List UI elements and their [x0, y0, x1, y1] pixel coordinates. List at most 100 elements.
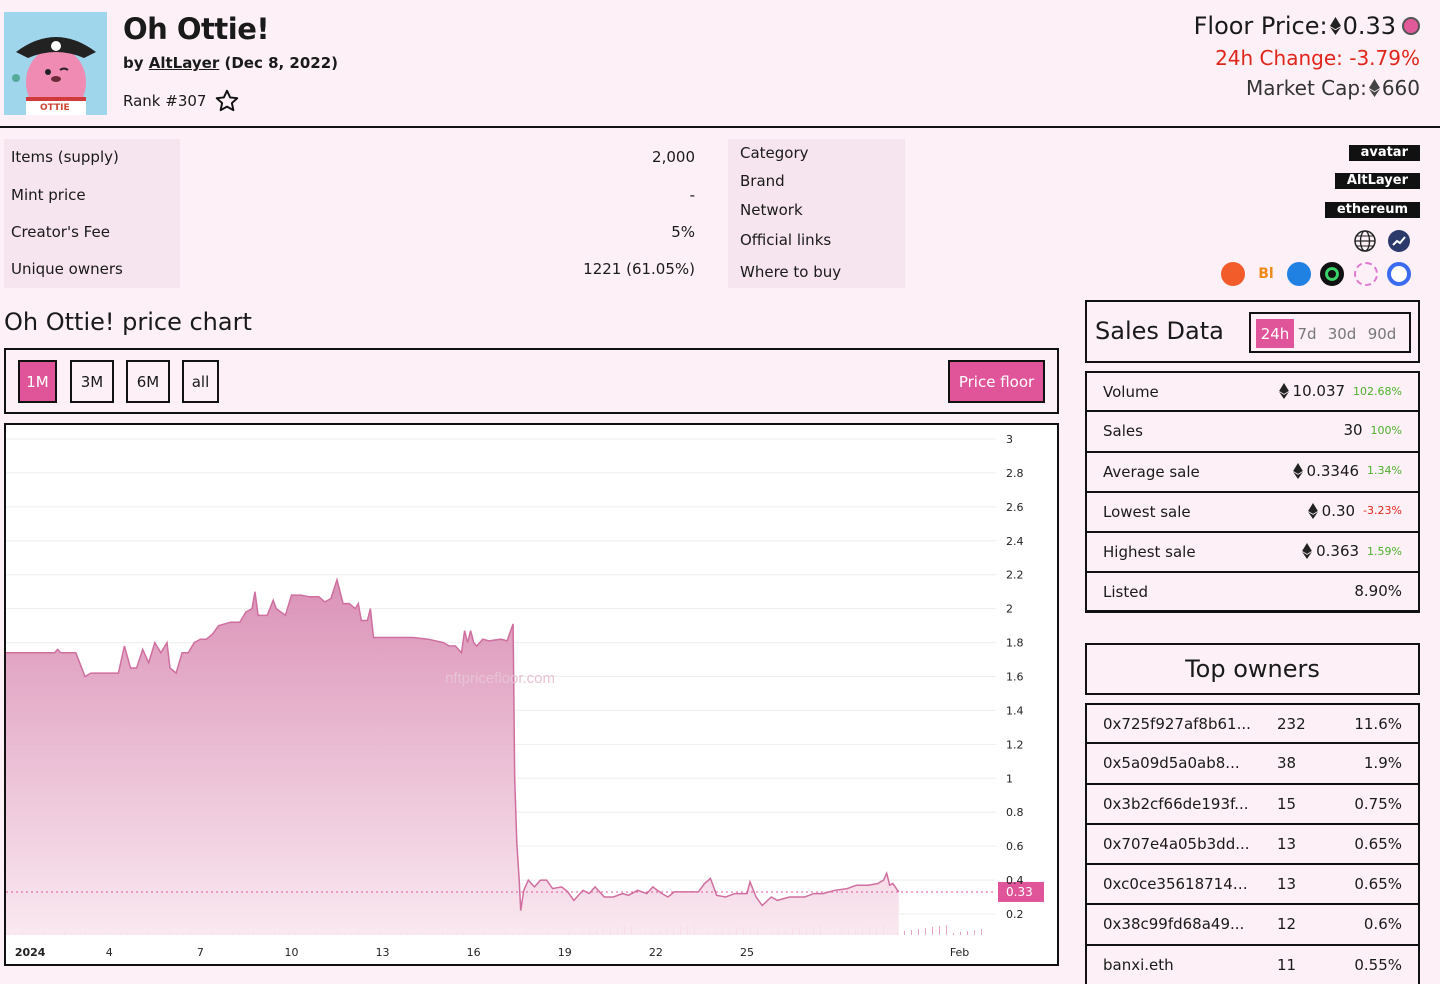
sales-row-label: Listed: [1103, 583, 1148, 602]
range-all-button[interactable]: all: [182, 360, 219, 403]
owner-row[interactable]: 0x707e4a05b3dd... 13 0.65%: [1085, 823, 1420, 865]
chart-link-icon[interactable]: [1387, 229, 1411, 253]
range-1m-button[interactable]: 1M: [18, 360, 57, 403]
x-tick-label: 7: [197, 946, 204, 959]
market-cap-value: 660: [1381, 76, 1420, 100]
owner-row[interactable]: banxi.eth 11 0.55%: [1085, 944, 1420, 984]
detail-label-network: Network: [740, 201, 803, 219]
volume-bar: [974, 930, 975, 935]
owner-row[interactable]: 0x38c99fd68a49... 12 0.6%: [1085, 904, 1420, 945]
owner-count: 13: [1277, 834, 1297, 853]
eth-icon: [1329, 17, 1341, 35]
sales-row-label: Lowest sale: [1103, 502, 1191, 521]
currency-toggle-icon[interactable]: [1402, 17, 1420, 35]
eth-icon: [1292, 462, 1303, 479]
owner-row[interactable]: 0xc0ce356187144... 13 0.65%: [1085, 864, 1420, 905]
price-floor-button[interactable]: Price floor: [948, 360, 1045, 403]
sales-value-text: 0.30: [1321, 501, 1356, 520]
y-tick-label: 0.2: [1006, 908, 1024, 921]
sales-row: Average sale 0.3346 1.34%: [1085, 451, 1420, 492]
range-6m-button[interactable]: 6M: [126, 360, 170, 403]
period-90d-button[interactable]: 90d: [1367, 324, 1397, 343]
owner-address: banxi.eth: [1103, 955, 1174, 974]
marketplace-1-icon[interactable]: [1221, 262, 1245, 286]
sales-value-text: 0.3346: [1306, 461, 1360, 480]
owner-row[interactable]: 0x725f927af8b61... 232 11.6%: [1085, 703, 1420, 744]
marketplace-2-icon[interactable]: Bl: [1254, 262, 1278, 286]
created-date: (Dec 8, 2022): [224, 54, 339, 72]
market-cap: Market Cap: 660: [1194, 76, 1420, 100]
owner-share: 0.55%: [1354, 955, 1402, 974]
sales-row: Sales 30 100%: [1085, 411, 1420, 452]
owner-share: 11.6%: [1354, 715, 1402, 733]
marketplace-6-icon[interactable]: [1387, 262, 1411, 286]
collection-header: OTTIE Oh Ottie! by AltLayer (Dec 8, 2022…: [0, 0, 1440, 128]
chart-watermark: nftpricefloor.com: [445, 670, 555, 687]
globe-icon[interactable]: [1353, 229, 1377, 253]
volume-bar: [981, 929, 982, 935]
sales-row-value: 0.30 -3.23%: [1307, 501, 1402, 520]
sales-row-label: Average sale: [1103, 462, 1200, 481]
stat-label-owners: Unique owners: [11, 260, 123, 278]
sales-data-header: Sales Data 24h 7d 30d 90d: [1085, 300, 1420, 363]
price-chart-title: Oh Ottie! price chart: [4, 308, 252, 336]
volume-bar: [932, 927, 933, 935]
collection-byline: by AltLayer (Dec 8, 2022): [123, 54, 338, 72]
sales-value-text: 30: [1343, 421, 1363, 440]
eth-icon: [1302, 543, 1312, 560]
floor-price-label: Floor Price:: [1193, 12, 1328, 40]
network-tag[interactable]: ethereum: [1324, 202, 1420, 218]
detail-label-brand: Brand: [740, 172, 785, 190]
range-3m-button[interactable]: 3M: [70, 360, 114, 403]
volume-bar: [953, 933, 954, 935]
owner-address: 0x725f927af8b61...: [1103, 715, 1251, 733]
price-summary: Floor Price: 0.33 24h Change: -3.79% Mar…: [1194, 12, 1420, 100]
category-tag[interactable]: avatar: [1348, 145, 1420, 161]
owner-share: 0.75%: [1354, 794, 1402, 813]
star-icon[interactable]: [214, 88, 240, 114]
y-tick-label: 2.4: [1006, 535, 1024, 548]
stat-value-owners: 1221 (61.05%): [583, 260, 695, 278]
sales-row-label: Highest sale: [1103, 543, 1196, 562]
stat-label-supply: Items (supply): [11, 148, 119, 166]
owner-share: 0.6%: [1363, 915, 1402, 934]
stat-label-fee: Creator's Fee: [11, 223, 110, 241]
x-tick-label: 13: [376, 946, 390, 959]
change-24h: 24h Change: -3.79%: [1194, 46, 1420, 70]
period-7d-button[interactable]: 7d: [1297, 324, 1317, 343]
market-cap-label: Market Cap:: [1246, 76, 1367, 100]
floor-price: Floor Price: 0.33: [1194, 12, 1420, 40]
marketplace-4-icon[interactable]: [1320, 262, 1344, 286]
collection-avatar: OTTIE: [4, 12, 107, 115]
sales-value-text: 10.037: [1292, 382, 1346, 400]
price-line: [6, 577, 900, 911]
owner-address: 0x38c99fd68a49...: [1103, 915, 1245, 934]
period-24h-button[interactable]: 24h: [1256, 319, 1294, 348]
x-tick-label: 2024: [15, 946, 46, 959]
volume-bar: [967, 931, 968, 935]
stat-value-mint: -: [689, 186, 695, 204]
sales-row-label: Sales: [1103, 422, 1143, 441]
y-tick-label: 1.8: [1006, 637, 1024, 650]
sales-row-value: 30 100%: [1343, 421, 1402, 439]
brand-tag[interactable]: AltLayer: [1334, 173, 1420, 189]
by-prefix: by: [123, 54, 144, 72]
y-tick-label: 1.6: [1006, 671, 1024, 684]
sales-row-value: 10.037 102.68%: [1278, 382, 1402, 400]
rank-row: Rank #307: [123, 88, 240, 114]
rank-label: Rank #307: [123, 92, 207, 110]
marketplace-3-icon[interactable]: [1287, 262, 1311, 286]
sales-change-pct: 102.68%: [1353, 384, 1402, 398]
owner-row[interactable]: 0x5a09d5a0ab8... 38 1.9%: [1085, 743, 1420, 784]
period-30d-button[interactable]: 30d: [1327, 324, 1357, 343]
owner-address: 0x707e4a05b3dd...: [1103, 834, 1250, 853]
sales-row-value: 8.90%: [1354, 582, 1402, 600]
sales-row: Lowest sale 0.30 -3.23%: [1085, 491, 1420, 533]
y-tick-label: 2.2: [1006, 569, 1024, 582]
creator-link[interactable]: AltLayer: [148, 54, 220, 72]
sales-row-label: Volume: [1103, 383, 1159, 401]
volume-bar: [904, 931, 905, 935]
sales-period-selector: 24h 7d 30d 90d: [1249, 312, 1411, 353]
marketplace-5-icon[interactable]: [1354, 262, 1378, 286]
owner-row[interactable]: 0x3b2cf66de193f... 15 0.75%: [1085, 783, 1420, 824]
